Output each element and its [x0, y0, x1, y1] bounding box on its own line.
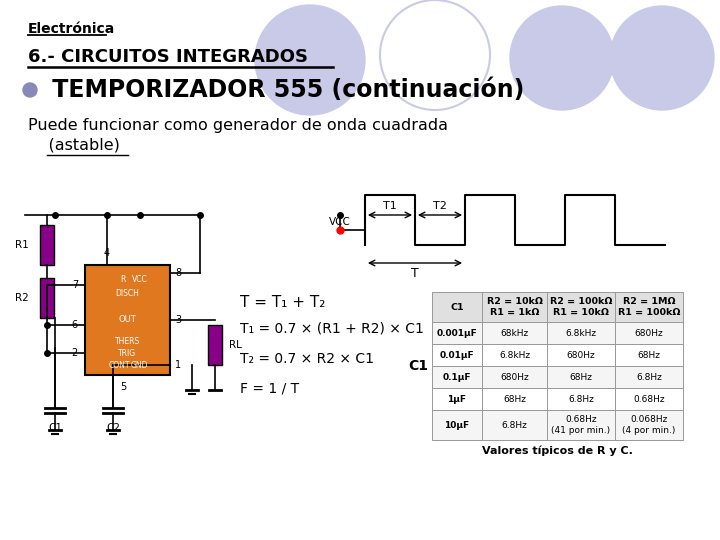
FancyBboxPatch shape: [615, 292, 683, 322]
Text: C1: C1: [408, 359, 428, 373]
Text: F = 1 / T: F = 1 / T: [240, 382, 299, 396]
FancyBboxPatch shape: [547, 366, 615, 388]
Text: 6: 6: [72, 320, 78, 330]
Text: 2: 2: [72, 348, 78, 358]
Text: DISCH: DISCH: [116, 289, 140, 298]
Text: TEMPORIZADOR 555 (continuación): TEMPORIZADOR 555 (continuación): [44, 78, 524, 102]
Text: 680Hz: 680Hz: [634, 328, 663, 338]
Text: T2: T2: [433, 201, 447, 211]
FancyBboxPatch shape: [615, 322, 683, 344]
FancyBboxPatch shape: [547, 322, 615, 344]
FancyBboxPatch shape: [615, 410, 683, 440]
FancyBboxPatch shape: [482, 366, 547, 388]
FancyBboxPatch shape: [482, 388, 547, 410]
Text: GND: GND: [131, 361, 148, 370]
Text: OUT: OUT: [119, 315, 136, 324]
Text: 68Hz: 68Hz: [637, 350, 660, 360]
FancyBboxPatch shape: [547, 388, 615, 410]
Text: R1: R1: [15, 240, 29, 250]
Text: VCC: VCC: [329, 217, 351, 227]
Text: RL: RL: [229, 340, 242, 350]
Text: C2: C2: [106, 423, 120, 433]
Text: 5: 5: [120, 382, 126, 392]
Text: 8: 8: [175, 268, 181, 278]
Text: 0.068Hz
(4 por min.): 0.068Hz (4 por min.): [622, 415, 675, 435]
Text: R2: R2: [15, 293, 29, 303]
Text: 6.8Hz: 6.8Hz: [502, 421, 528, 429]
Text: C1: C1: [48, 423, 62, 433]
FancyBboxPatch shape: [432, 322, 482, 344]
Text: 6.8kHz: 6.8kHz: [565, 328, 597, 338]
FancyBboxPatch shape: [85, 265, 170, 375]
FancyBboxPatch shape: [432, 366, 482, 388]
Text: 680Hz: 680Hz: [567, 350, 595, 360]
Text: 68Hz: 68Hz: [503, 395, 526, 403]
Text: 680Hz: 680Hz: [500, 373, 529, 381]
Text: Electrónica: Electrónica: [28, 22, 115, 36]
Text: (astable): (astable): [28, 138, 120, 153]
Text: R2 = 10kΩ
R1 = 1kΩ: R2 = 10kΩ R1 = 1kΩ: [487, 298, 542, 316]
Text: 10μF: 10μF: [444, 421, 469, 429]
Text: Puede funcionar como generador de onda cuadrada: Puede funcionar como generador de onda c…: [28, 118, 448, 133]
Circle shape: [610, 6, 714, 110]
FancyBboxPatch shape: [615, 366, 683, 388]
Text: 7: 7: [72, 280, 78, 290]
Circle shape: [510, 6, 614, 110]
FancyBboxPatch shape: [432, 388, 482, 410]
Text: 6.8Hz: 6.8Hz: [636, 373, 662, 381]
Text: R: R: [120, 275, 125, 284]
Text: R2 = 100kΩ
R1 = 10kΩ: R2 = 100kΩ R1 = 10kΩ: [550, 298, 612, 316]
Text: 0.68Hz: 0.68Hz: [633, 395, 665, 403]
FancyBboxPatch shape: [482, 410, 547, 440]
Text: VCC: VCC: [132, 275, 148, 284]
Text: 4: 4: [104, 248, 110, 258]
FancyBboxPatch shape: [482, 292, 547, 322]
Text: 68kHz: 68kHz: [500, 328, 528, 338]
FancyBboxPatch shape: [615, 388, 683, 410]
FancyBboxPatch shape: [615, 344, 683, 366]
Text: C1: C1: [450, 302, 464, 312]
Text: 6.8Hz: 6.8Hz: [568, 395, 594, 403]
FancyBboxPatch shape: [432, 410, 482, 440]
Text: T1: T1: [383, 201, 397, 211]
Text: T = T₁ + T₂: T = T₁ + T₂: [240, 295, 325, 310]
Circle shape: [23, 83, 37, 97]
Text: 3: 3: [175, 315, 181, 325]
Text: CONT: CONT: [109, 361, 130, 370]
FancyBboxPatch shape: [208, 325, 222, 365]
Text: 0.1μF: 0.1μF: [443, 373, 472, 381]
Text: 1μF: 1μF: [448, 395, 467, 403]
FancyBboxPatch shape: [547, 292, 615, 322]
Text: 0.001μF: 0.001μF: [436, 328, 477, 338]
FancyBboxPatch shape: [482, 344, 547, 366]
FancyBboxPatch shape: [40, 278, 54, 318]
Circle shape: [255, 5, 365, 115]
Text: T₂ = 0.7 × R2 × C1: T₂ = 0.7 × R2 × C1: [240, 352, 374, 366]
Text: 0.01μF: 0.01μF: [440, 350, 474, 360]
Text: 0.68Hz
(41 por min.): 0.68Hz (41 por min.): [552, 415, 611, 435]
FancyBboxPatch shape: [482, 322, 547, 344]
FancyBboxPatch shape: [547, 410, 615, 440]
FancyBboxPatch shape: [40, 225, 54, 265]
Text: 6.- CIRCUITOS INTEGRADOS: 6.- CIRCUITOS INTEGRADOS: [28, 48, 308, 66]
FancyBboxPatch shape: [432, 344, 482, 366]
Text: THERS: THERS: [115, 337, 140, 346]
Text: 6.8kHz: 6.8kHz: [499, 350, 530, 360]
Text: T: T: [411, 267, 419, 280]
Text: TRIG: TRIG: [118, 349, 137, 358]
FancyBboxPatch shape: [432, 292, 482, 322]
FancyBboxPatch shape: [547, 344, 615, 366]
Text: T₁ = 0.7 × (R1 + R2) × C1: T₁ = 0.7 × (R1 + R2) × C1: [240, 322, 424, 336]
Text: 1: 1: [175, 360, 181, 370]
Text: R2 = 1MΩ
R1 = 100kΩ: R2 = 1MΩ R1 = 100kΩ: [618, 298, 680, 316]
Text: 68Hz: 68Hz: [570, 373, 593, 381]
Text: Valores típicos de R y C.: Valores típicos de R y C.: [482, 446, 633, 456]
